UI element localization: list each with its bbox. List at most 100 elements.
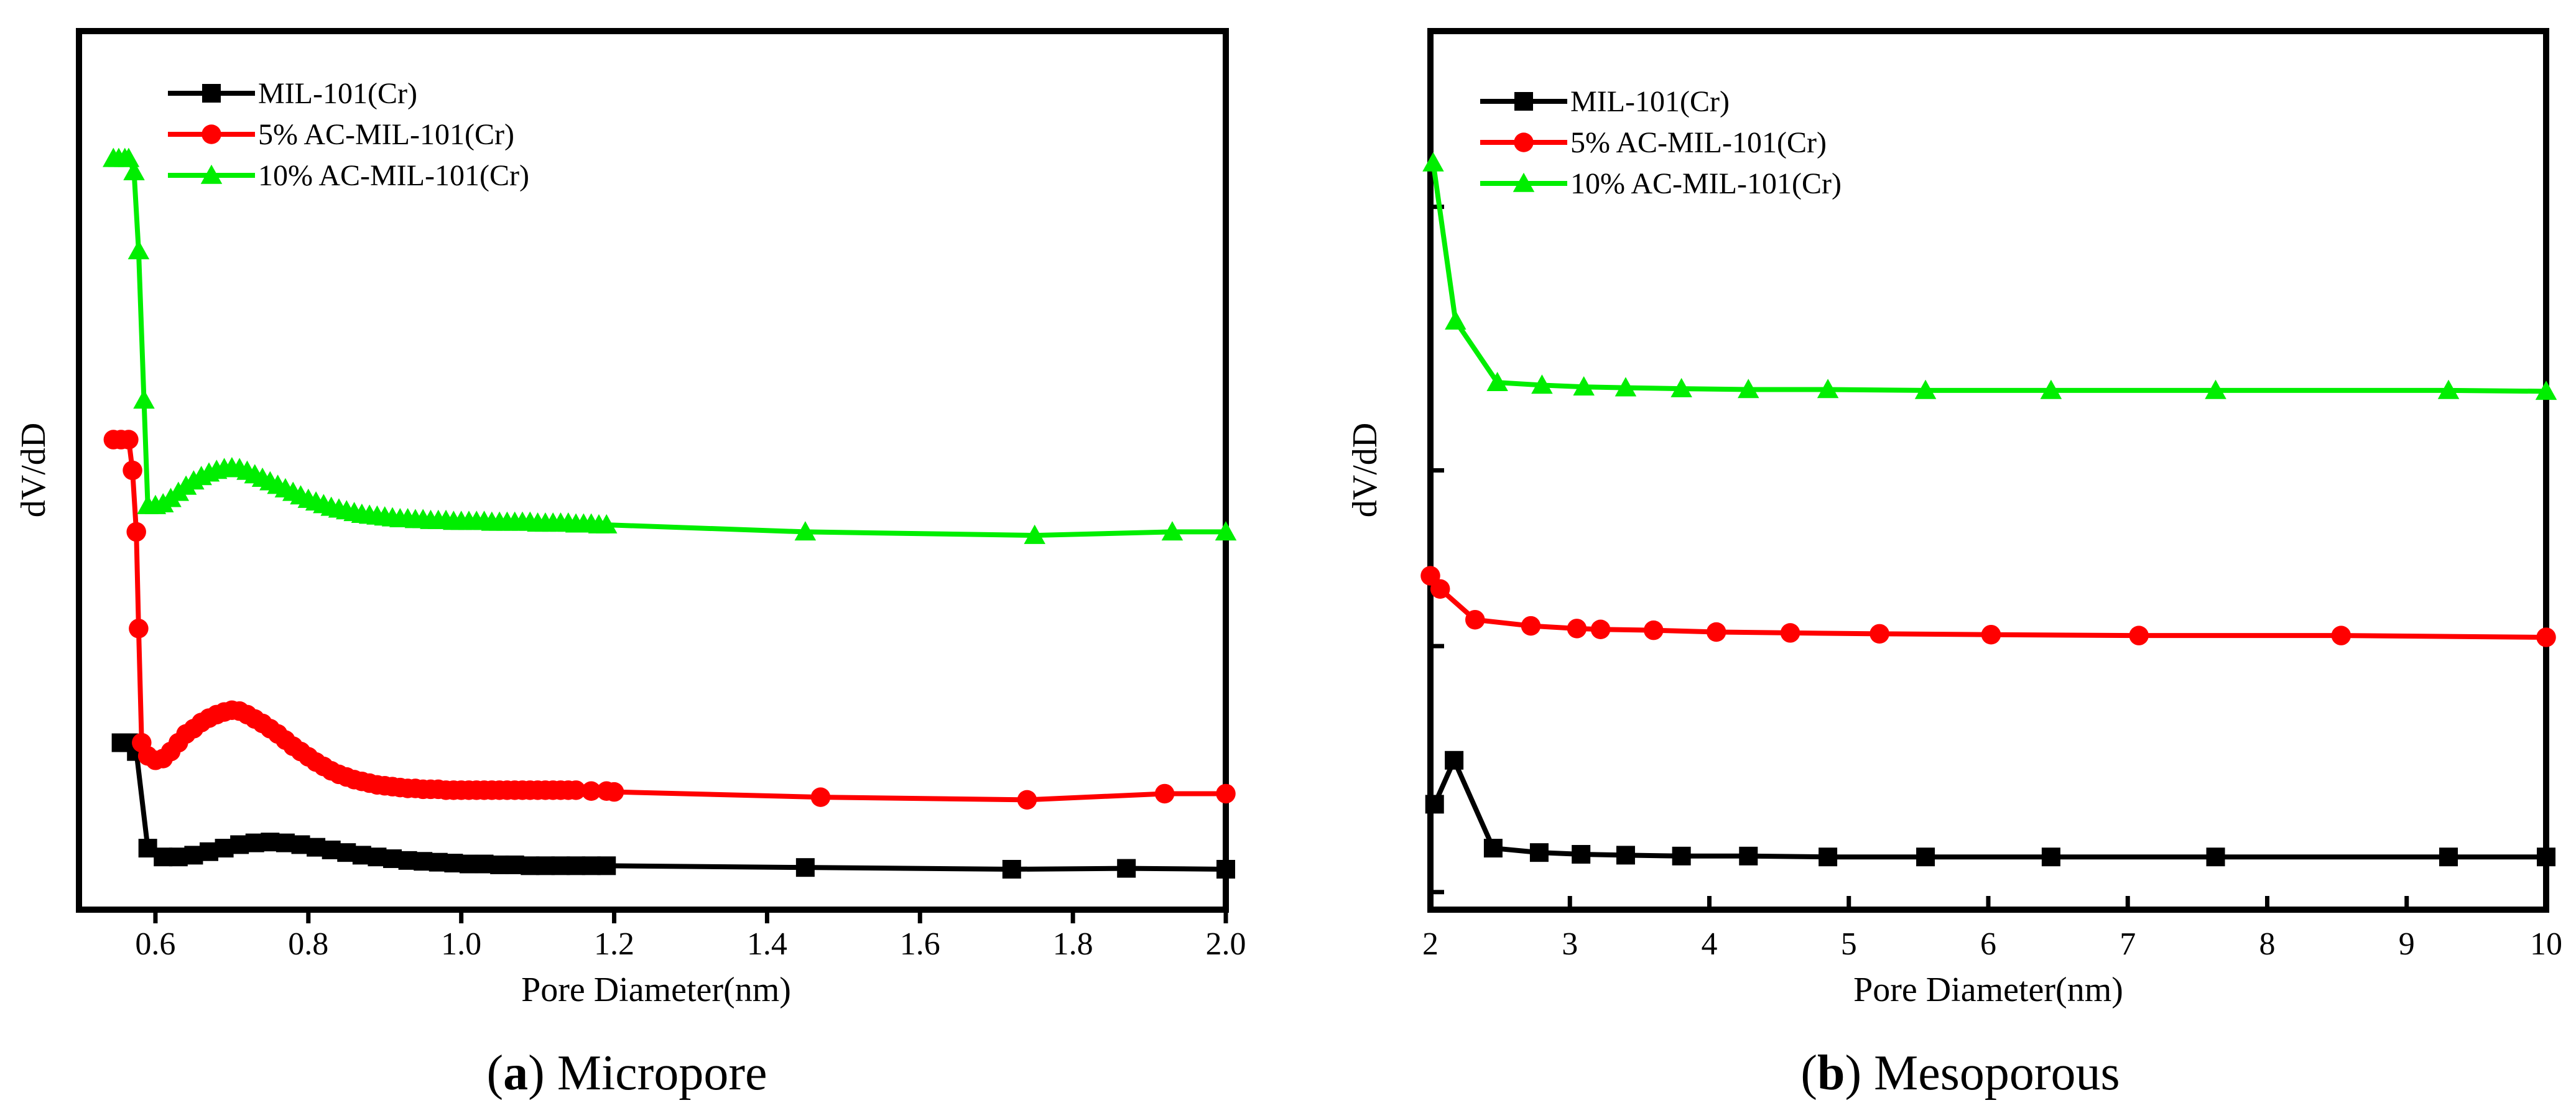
panel-b-series-10pct-ac-mil-101-cr	[1422, 152, 2557, 400]
panel-b-x-tick-label: 10	[2530, 926, 2562, 962]
panel-a-series-mil-101-cr-point	[597, 856, 616, 875]
panel-b-series-5pct-ac-mil-101-cr-point	[1465, 609, 1485, 630]
panel-a-x-axis: 0.6 0.8 1.0 1.2 1.4 1.6 1.8 2.0	[135, 910, 1246, 962]
panel-a-legend-item-10pct-ac-mil-101-cr: 10% AC-MIL-101(Cr)	[168, 159, 529, 192]
legend-marker	[1513, 172, 1535, 192]
panel-b-series-10pct-ac-mil-101-cr-line	[1430, 162, 2547, 394]
panel-b-series-10pct-ac-mil-101-cr-point	[1531, 374, 1553, 394]
legend-label: 5% AC-MIL-101(Cr)	[1570, 126, 1827, 159]
panel-b-series-5pct-ac-mil-101-cr-point	[2331, 626, 2351, 645]
panel-a-series-10pct-ac-mil-101-cr-point	[123, 160, 145, 180]
legend-label: 5% AC-MIL-101(Cr)	[258, 118, 514, 151]
panel-a-x-tick-label: 0.6	[135, 926, 175, 962]
panel-a-plot-frame	[76, 28, 1229, 913]
panel-b-series-5pct-ac-mil-101-cr-point	[1430, 579, 1450, 599]
panel-b-caption-letter: b	[1817, 1046, 1845, 1101]
panel-b-series-mil-101-cr-point	[1616, 846, 1635, 865]
panel-b-series-10pct-ac-mil-101-cr-point	[2535, 381, 2557, 400]
panel-a-caption: (a) Micropore	[487, 1046, 767, 1101]
legend-marker	[1514, 92, 1533, 111]
panel-b-x-axis-title: Pore Diameter(nm)	[1853, 971, 2123, 1009]
legend-label: MIL-101(Cr)	[258, 77, 417, 110]
panel-b-x-tick-label: 3	[1562, 926, 1578, 962]
panel-b-series-10pct-ac-mil-101-cr-point	[2437, 379, 2460, 399]
panel-a-series-5pct-ac-mil-101-cr-point	[1216, 783, 1236, 804]
panel-b-series-5pct-ac-mil-101-cr-point	[1521, 616, 1541, 636]
panel-a-series-5pct-ac-mil-101-cr-point	[1017, 790, 1037, 810]
panel-b-caption: (b) Mesoporous	[1800, 1046, 2120, 1101]
panel-a-series-mil-101-cr-point	[1117, 859, 1136, 878]
panel-b-x-tick-label: 9	[2399, 926, 2415, 962]
panel-b-series-mil-101-cr-point	[1916, 847, 1935, 867]
legend-label: 10% AC-MIL-101(Cr)	[258, 159, 529, 192]
panel-b-series-5pct-ac-mil-101-cr-point	[1567, 619, 1587, 639]
panel-b-series-10pct-ac-mil-101-cr-point	[1738, 379, 1759, 399]
panel-a-x-axis-title: Pore Diameter(nm)	[521, 971, 791, 1009]
panel-a-series-5pct-ac-mil-101-cr-point	[581, 781, 601, 801]
panel-a-series-10pct-ac-mil-101-cr-point	[133, 389, 155, 409]
panel-b-x-tick-label: 4	[1702, 926, 1718, 962]
panel-b-legend: MIL-101(Cr) 5% AC-MIL-101(Cr) 10% AC-MIL-1…	[1480, 85, 1842, 200]
panel-a-x-tick-label: 1.6	[900, 926, 940, 962]
panel-b-series-5pct-ac-mil-101-cr-point	[1644, 620, 1664, 640]
panel-a-series-mil-101-cr-point	[1216, 860, 1235, 879]
panel-a-x-tick-label: 1.8	[1053, 926, 1093, 962]
panel-b-series-10pct-ac-mil-101-cr-point	[1445, 310, 1466, 330]
panel-b-series-mil-101-cr-point	[1445, 750, 1464, 770]
panel-b-x-tick-label: 2	[1422, 926, 1439, 962]
panel-b-series-mil-101-cr-point	[1483, 839, 1503, 858]
panel-a-series-5pct-ac-mil-101-cr-point	[123, 460, 142, 481]
panel-b-series-10pct-ac-mil-101-cr-point	[1422, 152, 1444, 172]
panel-b-caption-text: Mesoporous	[1861, 1046, 2120, 1101]
panel-b-series-5pct-ac-mil-101-cr-point	[1869, 624, 1889, 644]
panel-b-series-10pct-ac-mil-101-cr-point	[1914, 379, 1937, 399]
panel-a-series-10pct-ac-mil-101-cr-point	[1215, 521, 1237, 541]
panel-a-series-5pct-ac-mil-101-cr-point	[126, 522, 146, 542]
panel-a-caption-text: Micropore	[545, 1046, 767, 1101]
panel-a-series-10pct-ac-mil-101-cr-point	[1024, 524, 1045, 544]
panel-b-series-mil-101-cr-point	[2206, 847, 2225, 867]
panel-b-series-mil-101-cr-point	[1818, 847, 1838, 867]
panel-b-x-tick-label: 8	[2259, 926, 2276, 962]
panel-a-x-tick-label: 1.2	[594, 926, 634, 962]
panel-a-series-10pct-ac-mil-101-cr-point	[595, 514, 618, 533]
panel-a-x-tick-label: 0.8	[288, 926, 328, 962]
panel-a-series-10pct-ac-mil-101-cr-point	[127, 240, 150, 260]
panel-a-legend-item-5pct-ac-mil-101-cr: 5% AC-MIL-101(Cr)	[168, 118, 514, 151]
panel-a-x-tick-label: 1.4	[747, 926, 787, 962]
panel-b-series-10pct-ac-mil-101-cr-point	[1573, 376, 1595, 396]
panel-a-series-10pct-ac-mil-101-cr-point	[794, 521, 817, 541]
panel-b-series-mil-101-cr-point	[1529, 843, 1549, 862]
panel-b-legend-item-10pct-ac-mil-101-cr: 10% AC-MIL-101(Cr)	[1480, 167, 1842, 200]
panel-b: 2 3 4 5 6 7 8 9 10 MIL-101(Cr) 5% AC-MIL-101(Cr) 1…	[1346, 28, 2562, 1101]
legend-marker	[202, 124, 221, 144]
panel-b-series-5pct-ac-mil-101-cr-point	[2129, 626, 2149, 645]
panel-a-series-10pct-ac-mil-101-cr-point	[1161, 521, 1184, 541]
panel-b-series-mil-101-cr-point	[1425, 795, 1444, 814]
panel-a-series-mil-101-cr-point	[1002, 860, 1021, 879]
panel-a-series-5pct-ac-mil-101-cr	[103, 430, 1236, 810]
panel-b-series-5pct-ac-mil-101-cr-point	[2536, 627, 2556, 647]
panel-b-series-10pct-ac-mil-101-cr-point	[1486, 371, 1508, 391]
panel-a-series-5pct-ac-mil-101-cr-point	[604, 782, 624, 802]
panel-b-series-5pct-ac-mil-101-cr-point	[1590, 619, 1611, 640]
panel-b-x-axis: 2 3 4 5 6 7 8 9 10	[1422, 896, 2562, 962]
panel-a-x-tick-label: 2.0	[1206, 926, 1246, 962]
panel-a: 0.6 0.8 1.0 1.2 1.4 1.6 1.8 2.0 MIL-101(Cr) 5% A…	[14, 28, 1246, 1101]
panel-b-y-axis-title: dV/dD	[1346, 423, 1384, 517]
legend-marker	[200, 164, 223, 184]
panel-b-series-mil-101-cr-line	[1432, 757, 2546, 860]
panel-a-y-axis-title: dV/dD	[14, 423, 53, 517]
panel-b-legend-item-mil-101-cr: MIL-101(Cr)	[1480, 85, 1730, 118]
panel-b-x-tick-label: 5	[1841, 926, 1857, 962]
panel-a-caption-letter: a	[503, 1046, 528, 1101]
panel-a-series-mil-101-cr	[111, 733, 1235, 879]
legend-marker	[1514, 132, 1534, 152]
legend-label: 10% AC-MIL-101(Cr)	[1570, 167, 1842, 200]
panel-b-series-mil-101-cr-point	[2041, 847, 2060, 867]
panel-b-x-tick-label: 6	[1980, 926, 1996, 962]
panel-a-series-5pct-ac-mil-101-cr-point	[566, 780, 586, 800]
panel-a-x-tick-label: 1.0	[441, 926, 481, 962]
panel-a-legend: MIL-101(Cr) 5% AC-MIL-101(Cr) 10% AC-MIL-1…	[168, 77, 529, 192]
